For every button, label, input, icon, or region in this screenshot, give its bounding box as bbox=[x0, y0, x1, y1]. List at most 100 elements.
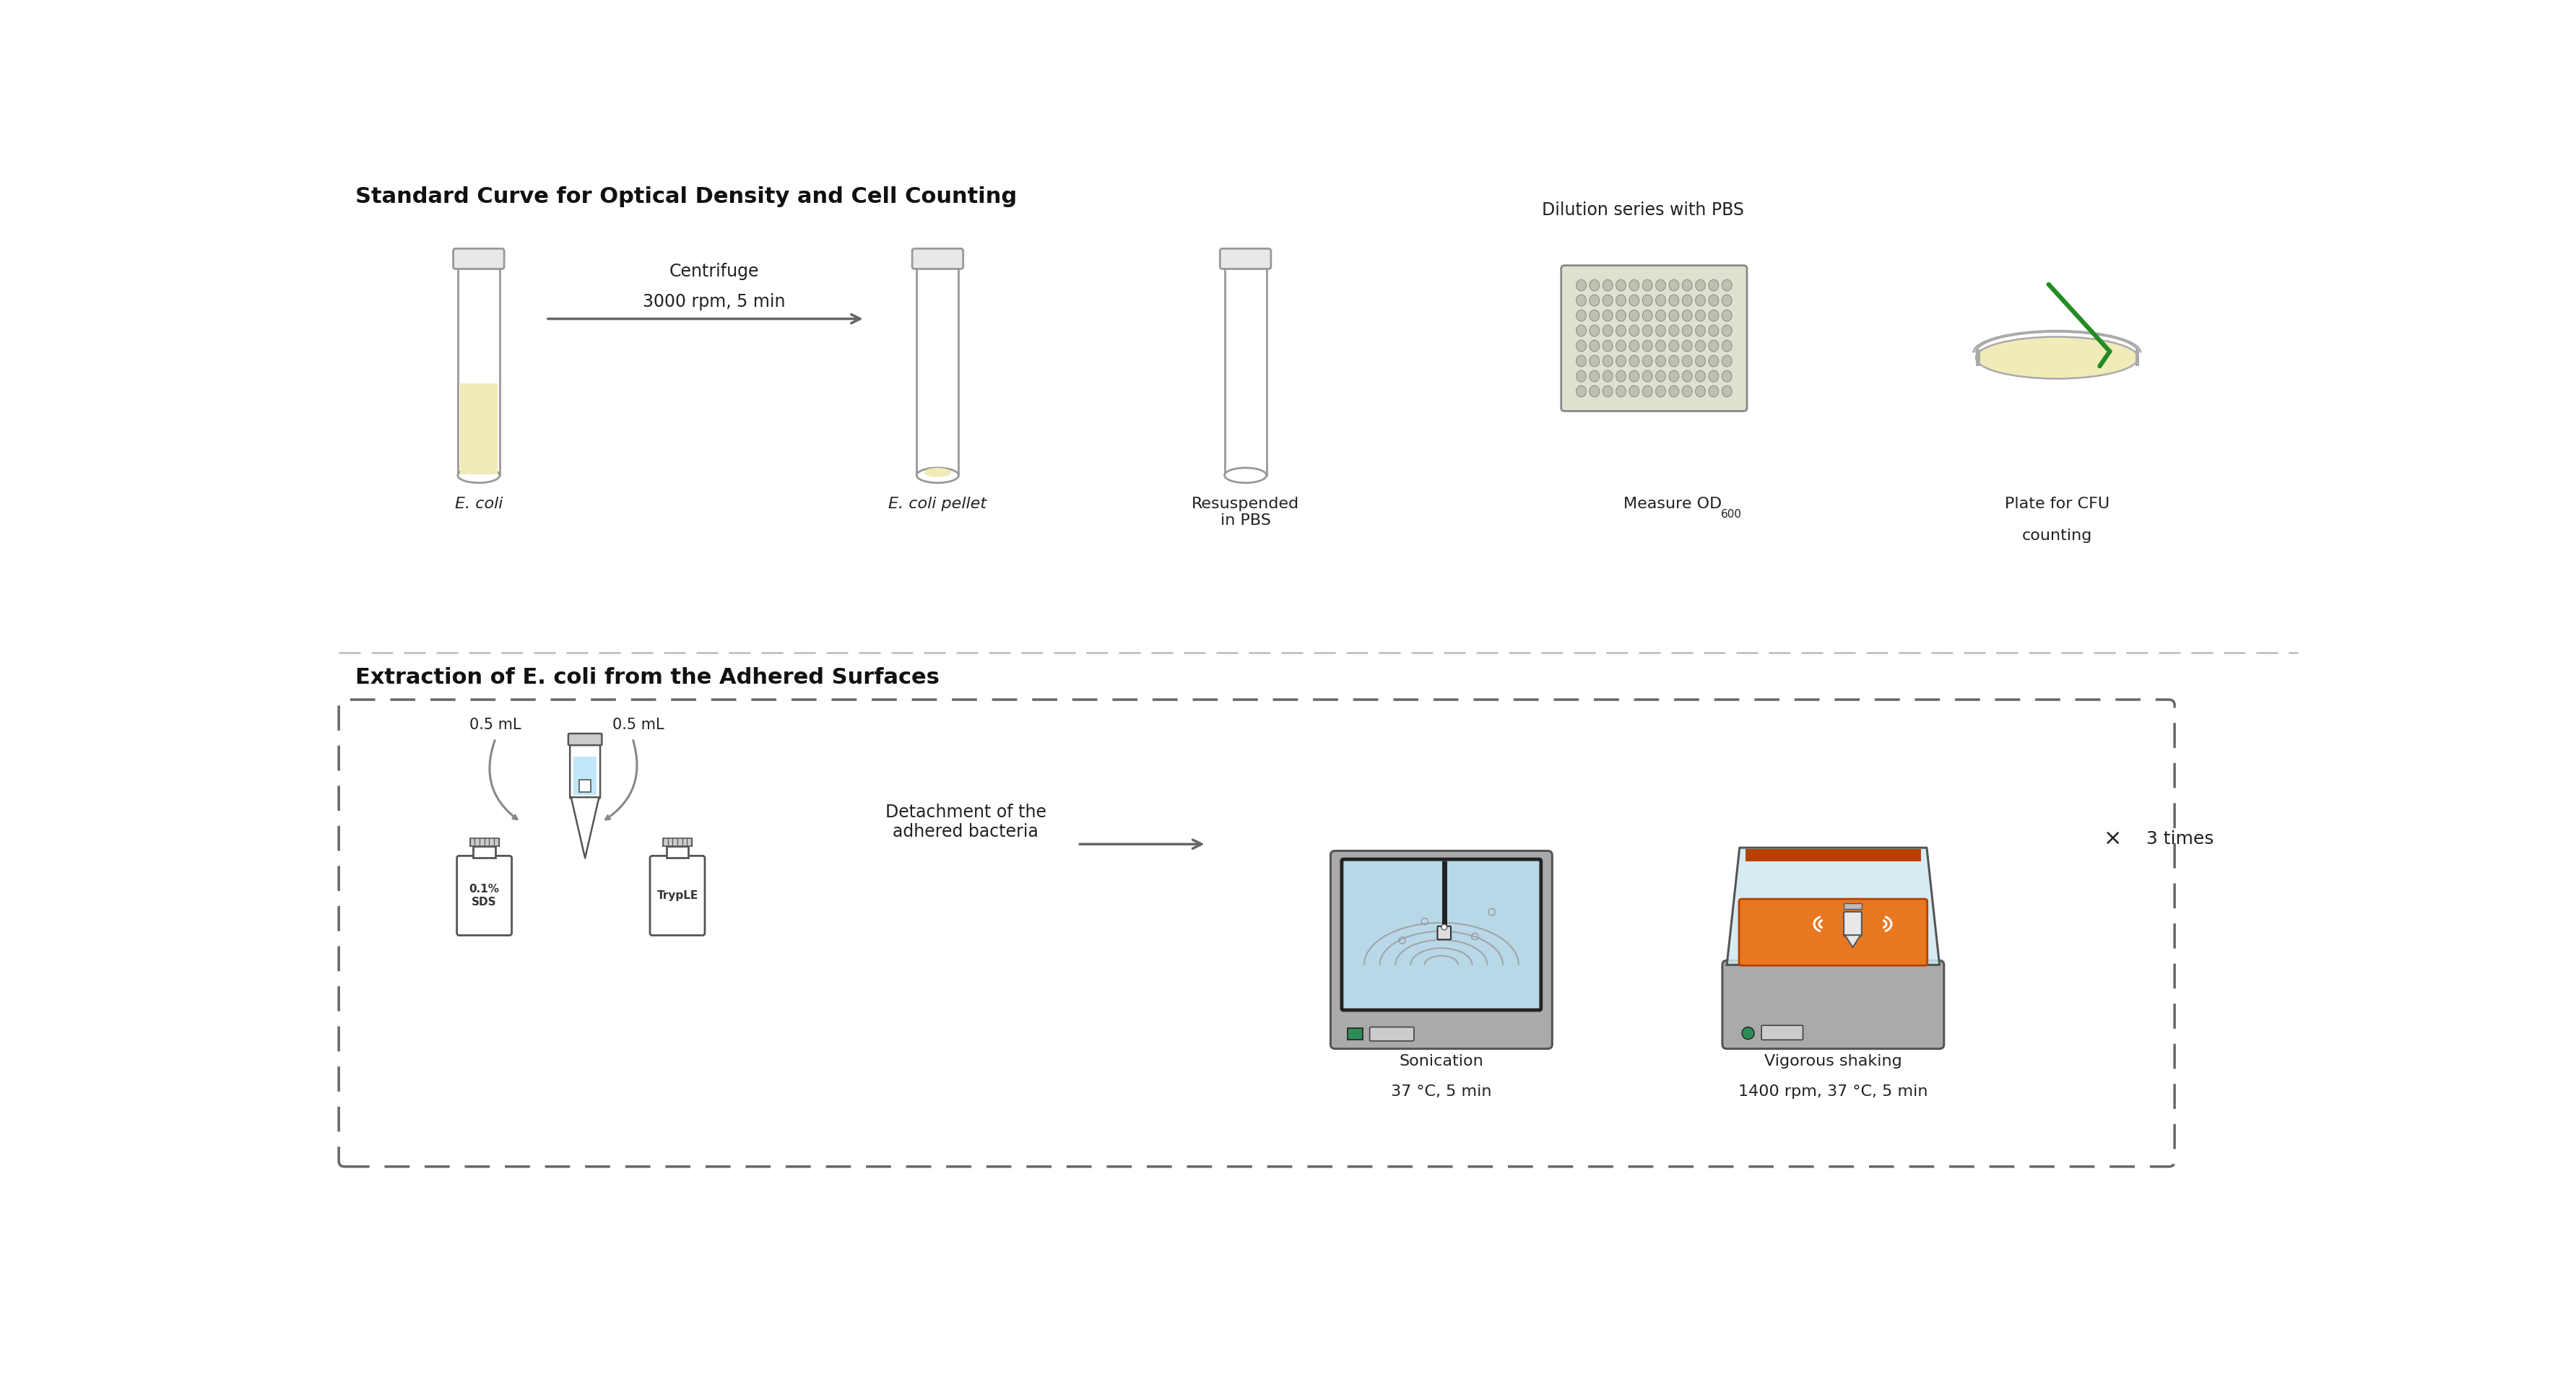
FancyBboxPatch shape bbox=[453, 249, 505, 269]
Ellipse shape bbox=[1643, 324, 1651, 337]
Ellipse shape bbox=[1708, 370, 1718, 381]
Polygon shape bbox=[1726, 848, 1940, 965]
Ellipse shape bbox=[1602, 295, 1613, 306]
Circle shape bbox=[1443, 924, 1448, 930]
Ellipse shape bbox=[1602, 280, 1613, 291]
Ellipse shape bbox=[1224, 468, 1267, 483]
Bar bbox=[474, 846, 495, 857]
FancyBboxPatch shape bbox=[1342, 859, 1540, 1011]
Ellipse shape bbox=[1656, 340, 1667, 352]
Ellipse shape bbox=[1656, 310, 1667, 322]
Ellipse shape bbox=[1589, 370, 1600, 381]
Bar bbox=[459, 267, 500, 475]
Ellipse shape bbox=[1643, 355, 1651, 366]
Ellipse shape bbox=[1721, 310, 1731, 322]
Ellipse shape bbox=[1615, 340, 1625, 352]
Text: 0.5 mL: 0.5 mL bbox=[469, 717, 520, 732]
Text: ×: × bbox=[2105, 828, 2123, 849]
Ellipse shape bbox=[1628, 386, 1638, 397]
Ellipse shape bbox=[1721, 386, 1731, 397]
Ellipse shape bbox=[1721, 280, 1731, 291]
Ellipse shape bbox=[1669, 355, 1680, 366]
Text: E. coli pellet: E. coli pellet bbox=[889, 497, 987, 511]
Ellipse shape bbox=[1615, 280, 1625, 291]
Ellipse shape bbox=[1669, 386, 1680, 397]
Ellipse shape bbox=[1976, 337, 2138, 379]
Bar bbox=[461, 383, 497, 475]
Ellipse shape bbox=[1695, 370, 1705, 381]
Ellipse shape bbox=[925, 468, 951, 477]
Bar bbox=[2136, 349, 2141, 366]
Ellipse shape bbox=[1602, 324, 1613, 337]
Ellipse shape bbox=[1669, 340, 1680, 352]
FancyBboxPatch shape bbox=[1345, 864, 1538, 1005]
Ellipse shape bbox=[1669, 295, 1680, 306]
Ellipse shape bbox=[1643, 386, 1651, 397]
Ellipse shape bbox=[1589, 324, 1600, 337]
FancyBboxPatch shape bbox=[1221, 249, 1270, 269]
Ellipse shape bbox=[917, 468, 958, 483]
Ellipse shape bbox=[1656, 324, 1667, 337]
Ellipse shape bbox=[1682, 355, 1692, 366]
Ellipse shape bbox=[1602, 370, 1613, 381]
Ellipse shape bbox=[1643, 340, 1651, 352]
Ellipse shape bbox=[1682, 324, 1692, 337]
FancyBboxPatch shape bbox=[649, 856, 706, 935]
FancyBboxPatch shape bbox=[1561, 266, 1747, 411]
Text: 3 times: 3 times bbox=[2146, 830, 2213, 848]
Ellipse shape bbox=[1708, 340, 1718, 352]
Ellipse shape bbox=[1615, 295, 1625, 306]
Ellipse shape bbox=[1708, 295, 1718, 306]
Text: Extraction of E. coli from the Adhered Surfaces: Extraction of E. coli from the Adhered S… bbox=[355, 667, 940, 688]
Ellipse shape bbox=[1577, 310, 1587, 322]
Text: 1400 rpm, 37 °C, 5 min: 1400 rpm, 37 °C, 5 min bbox=[1739, 1084, 1927, 1098]
Ellipse shape bbox=[1708, 280, 1718, 291]
Text: Sonication: Sonication bbox=[1399, 1054, 1484, 1069]
Ellipse shape bbox=[1615, 370, 1625, 381]
Text: Detachment of the
adhered bacteria: Detachment of the adhered bacteria bbox=[886, 803, 1046, 841]
Text: Vigorous shaking: Vigorous shaking bbox=[1765, 1054, 1901, 1069]
Ellipse shape bbox=[1615, 355, 1625, 366]
Ellipse shape bbox=[1589, 355, 1600, 366]
Ellipse shape bbox=[1695, 310, 1705, 322]
Ellipse shape bbox=[1602, 340, 1613, 352]
Ellipse shape bbox=[1628, 324, 1638, 337]
Bar bbox=[1224, 267, 1267, 475]
Text: TrypLE: TrypLE bbox=[657, 889, 698, 901]
Text: 0.1%
SDS: 0.1% SDS bbox=[469, 884, 500, 908]
Ellipse shape bbox=[1643, 310, 1651, 322]
Ellipse shape bbox=[1721, 340, 1731, 352]
Ellipse shape bbox=[1577, 324, 1587, 337]
Bar bbox=[1976, 349, 1981, 366]
Ellipse shape bbox=[1628, 340, 1638, 352]
Ellipse shape bbox=[1628, 355, 1638, 366]
FancyBboxPatch shape bbox=[340, 700, 2174, 1166]
Ellipse shape bbox=[1589, 340, 1600, 352]
Ellipse shape bbox=[1669, 310, 1680, 322]
Circle shape bbox=[1741, 1027, 1754, 1040]
FancyBboxPatch shape bbox=[1332, 851, 1553, 1048]
Text: E. coli: E. coli bbox=[456, 497, 502, 511]
FancyBboxPatch shape bbox=[1437, 926, 1450, 940]
FancyBboxPatch shape bbox=[569, 738, 600, 799]
Text: 37 °C, 5 min: 37 °C, 5 min bbox=[1391, 1084, 1492, 1098]
Ellipse shape bbox=[1577, 340, 1587, 352]
Ellipse shape bbox=[1695, 355, 1705, 366]
Bar bbox=[1744, 849, 1922, 862]
Text: counting: counting bbox=[2022, 529, 2092, 543]
Ellipse shape bbox=[1708, 310, 1718, 322]
Ellipse shape bbox=[1695, 324, 1705, 337]
FancyBboxPatch shape bbox=[912, 249, 963, 269]
Ellipse shape bbox=[1615, 310, 1625, 322]
Ellipse shape bbox=[1721, 324, 1731, 337]
Bar bbox=[574, 757, 598, 795]
Ellipse shape bbox=[1708, 324, 1718, 337]
Ellipse shape bbox=[1708, 386, 1718, 397]
Ellipse shape bbox=[1682, 310, 1692, 322]
Ellipse shape bbox=[1602, 310, 1613, 322]
Text: Resuspended
in PBS: Resuspended in PBS bbox=[1193, 497, 1298, 528]
Bar bbox=[469, 838, 500, 846]
Ellipse shape bbox=[1628, 310, 1638, 322]
Ellipse shape bbox=[1589, 386, 1600, 397]
Ellipse shape bbox=[1669, 280, 1680, 291]
